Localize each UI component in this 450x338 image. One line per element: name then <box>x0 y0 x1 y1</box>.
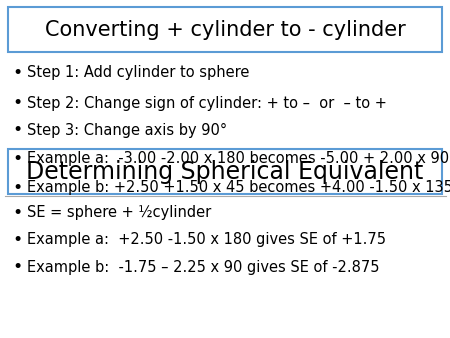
FancyBboxPatch shape <box>8 7 442 52</box>
Text: •: • <box>12 94 22 112</box>
Text: •: • <box>12 64 22 82</box>
Text: Step 3: Change axis by 90°: Step 3: Change axis by 90° <box>27 123 227 138</box>
Text: •: • <box>12 204 22 222</box>
Text: Determining Spherical Equivalent: Determining Spherical Equivalent <box>26 160 424 184</box>
Text: Example b: +2.50 +1.50 x 45 becomes +4.00 -1.50 x 135: Example b: +2.50 +1.50 x 45 becomes +4.0… <box>27 180 450 195</box>
Text: •: • <box>12 121 22 139</box>
Text: Converting + cylinder to - cylinder: Converting + cylinder to - cylinder <box>45 20 405 40</box>
Text: •: • <box>12 150 22 168</box>
Text: Step 1: Add cylinder to sphere: Step 1: Add cylinder to sphere <box>27 65 249 80</box>
Text: SE = sphere + ½cylinder: SE = sphere + ½cylinder <box>27 206 211 220</box>
Text: Example a:  +2.50 -1.50 x 180 gives SE of +1.75: Example a: +2.50 -1.50 x 180 gives SE of… <box>27 233 386 247</box>
FancyBboxPatch shape <box>8 149 442 194</box>
Text: Example a:  -3.00 -2.00 x 180 becomes -5.00 + 2.00 x 90: Example a: -3.00 -2.00 x 180 becomes -5.… <box>27 151 449 166</box>
Text: Example b:  -1.75 – 2.25 x 90 gives SE of -2.875: Example b: -1.75 – 2.25 x 90 gives SE of… <box>27 260 379 274</box>
Text: Step 2: Change sign of cylinder: + to –  or  – to +: Step 2: Change sign of cylinder: + to – … <box>27 96 387 111</box>
Text: •: • <box>12 258 22 276</box>
Text: •: • <box>12 178 22 197</box>
Text: •: • <box>12 231 22 249</box>
